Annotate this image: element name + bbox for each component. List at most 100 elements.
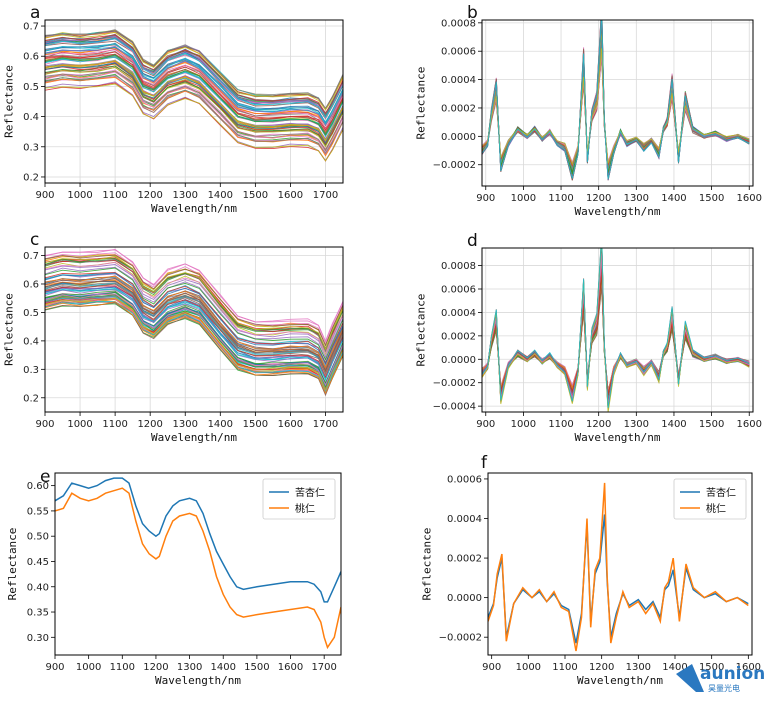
y-tick-label: 0.3 — [23, 365, 39, 376]
spectrum-line — [482, 27, 750, 176]
x-tick-label: 1500 — [699, 419, 724, 430]
x-axis-label: Wavelength/nm — [574, 431, 660, 444]
spectrum-line — [482, 248, 750, 408]
x-tick-label: 1400 — [661, 419, 686, 430]
panel-label: a — [30, 3, 40, 23]
spectrum-line — [45, 31, 343, 111]
spectrum-line — [482, 266, 750, 399]
legend-box — [262, 478, 336, 520]
y-axis-label: Reflectance — [2, 65, 15, 138]
spectrum-line — [45, 264, 343, 359]
spectrum-line — [482, 285, 750, 392]
spectrum-line — [482, 248, 750, 406]
y-axis-label: Reflectance — [415, 294, 428, 367]
x-tick-label: 1100 — [548, 419, 573, 430]
y-tick-label: −0.0004 — [433, 402, 476, 413]
spectrum-line — [482, 20, 750, 178]
spectrum-line — [482, 252, 750, 403]
x-tick-label: 1400 — [662, 662, 687, 673]
spectrum-line — [45, 63, 343, 145]
spectrum-line — [482, 251, 750, 406]
x-tick-label: 1600 — [278, 190, 303, 201]
plot-area — [482, 20, 750, 181]
spectrum-line — [45, 249, 343, 343]
spectrum-line — [45, 36, 343, 116]
spectrum-line — [482, 277, 750, 394]
spectrum-line — [482, 20, 750, 180]
spectrum-line — [482, 253, 750, 405]
x-tick-label: 1300 — [624, 419, 649, 430]
axes-frame — [44, 19, 344, 184]
y-tick-label: 0.4 — [23, 112, 39, 123]
spectrum-line — [45, 297, 343, 392]
spectrum-line — [45, 49, 343, 131]
plot-area — [488, 482, 749, 652]
y-tick-label: 0.45 — [27, 557, 49, 568]
y-tick-label: 0.30 — [27, 633, 49, 644]
spectrum-line — [482, 252, 750, 402]
spectrum-line — [45, 276, 343, 369]
spectrum-line — [482, 248, 750, 407]
spectrum-line — [482, 251, 750, 403]
x-tick-label: 1300 — [173, 419, 198, 430]
y-tick-label: 0.0006 — [441, 285, 476, 296]
spectrum-line — [482, 20, 750, 179]
spectrum-line — [482, 24, 750, 177]
spectrum-line — [482, 20, 750, 176]
y-tick-label: 0.0002 — [441, 103, 476, 114]
x-tick-label: 1400 — [661, 193, 686, 204]
spectrum-line — [45, 66, 343, 148]
spectrum-line — [45, 288, 343, 381]
x-tick-label: 1600 — [737, 193, 762, 204]
legend-box — [673, 478, 747, 520]
spectrum-line — [45, 248, 343, 344]
y-tick-label: 0.0008 — [441, 18, 476, 29]
panel-b-spectra-derivative: 900 1000 1100 1200 1300 1400 1500 1600 −0.0002 0.… — [415, 3, 762, 218]
x-tick-label: 1100 — [548, 193, 573, 204]
x-axis-label: Wavelength/nm — [151, 202, 237, 215]
logo-subtext: 昊量光电 — [708, 683, 740, 693]
spectrum-line — [482, 37, 750, 173]
x-tick-label: 1000 — [516, 662, 541, 673]
spectrum-line — [482, 20, 750, 176]
spectrum-line — [482, 253, 750, 404]
series-line — [488, 482, 749, 652]
watermark-logo: aunion 昊量光电 — [676, 664, 765, 693]
spectrum-line — [482, 20, 750, 179]
spectrum-line — [482, 20, 750, 177]
spectrum-line — [482, 248, 750, 403]
spectrum-line — [45, 282, 343, 375]
spectrum-line — [45, 59, 343, 141]
spectrum-line — [482, 23, 750, 176]
spectrum-line — [482, 282, 750, 395]
plot-area — [45, 248, 343, 397]
x-tick-label: 1600 — [736, 662, 761, 673]
x-tick-label: 1300 — [626, 662, 651, 673]
spectrum-line — [482, 20, 750, 181]
spectrum-line — [45, 254, 343, 347]
y-tick-label: 0.0000 — [441, 355, 476, 366]
spectrum-line — [45, 29, 343, 110]
spectrum-line — [482, 263, 750, 401]
x-tick-label: 1600 — [278, 419, 303, 430]
spectrum-line — [482, 251, 750, 404]
spectrum-line — [482, 22, 750, 178]
y-tick-label: 0.3 — [23, 142, 39, 153]
spectrum-line — [482, 20, 750, 180]
spectrum-line — [482, 20, 750, 176]
spectrum-line — [482, 265, 750, 396]
x-tick-label: 1000 — [67, 190, 92, 201]
y-tick-label: 0.5 — [23, 308, 39, 319]
spectrum-line — [482, 248, 750, 407]
spectrum-line — [45, 261, 343, 354]
spectrum-line — [482, 20, 750, 180]
spectrum-line — [482, 35, 750, 172]
spectrum-line — [482, 20, 750, 176]
y-tick-label: 0.0006 — [447, 474, 482, 485]
spectrum-line — [482, 26, 750, 175]
x-tick-label: 1300 — [624, 193, 649, 204]
spectrum-line — [45, 60, 343, 142]
x-tick-label: 1400 — [208, 190, 233, 201]
panel-label: d — [467, 231, 478, 251]
